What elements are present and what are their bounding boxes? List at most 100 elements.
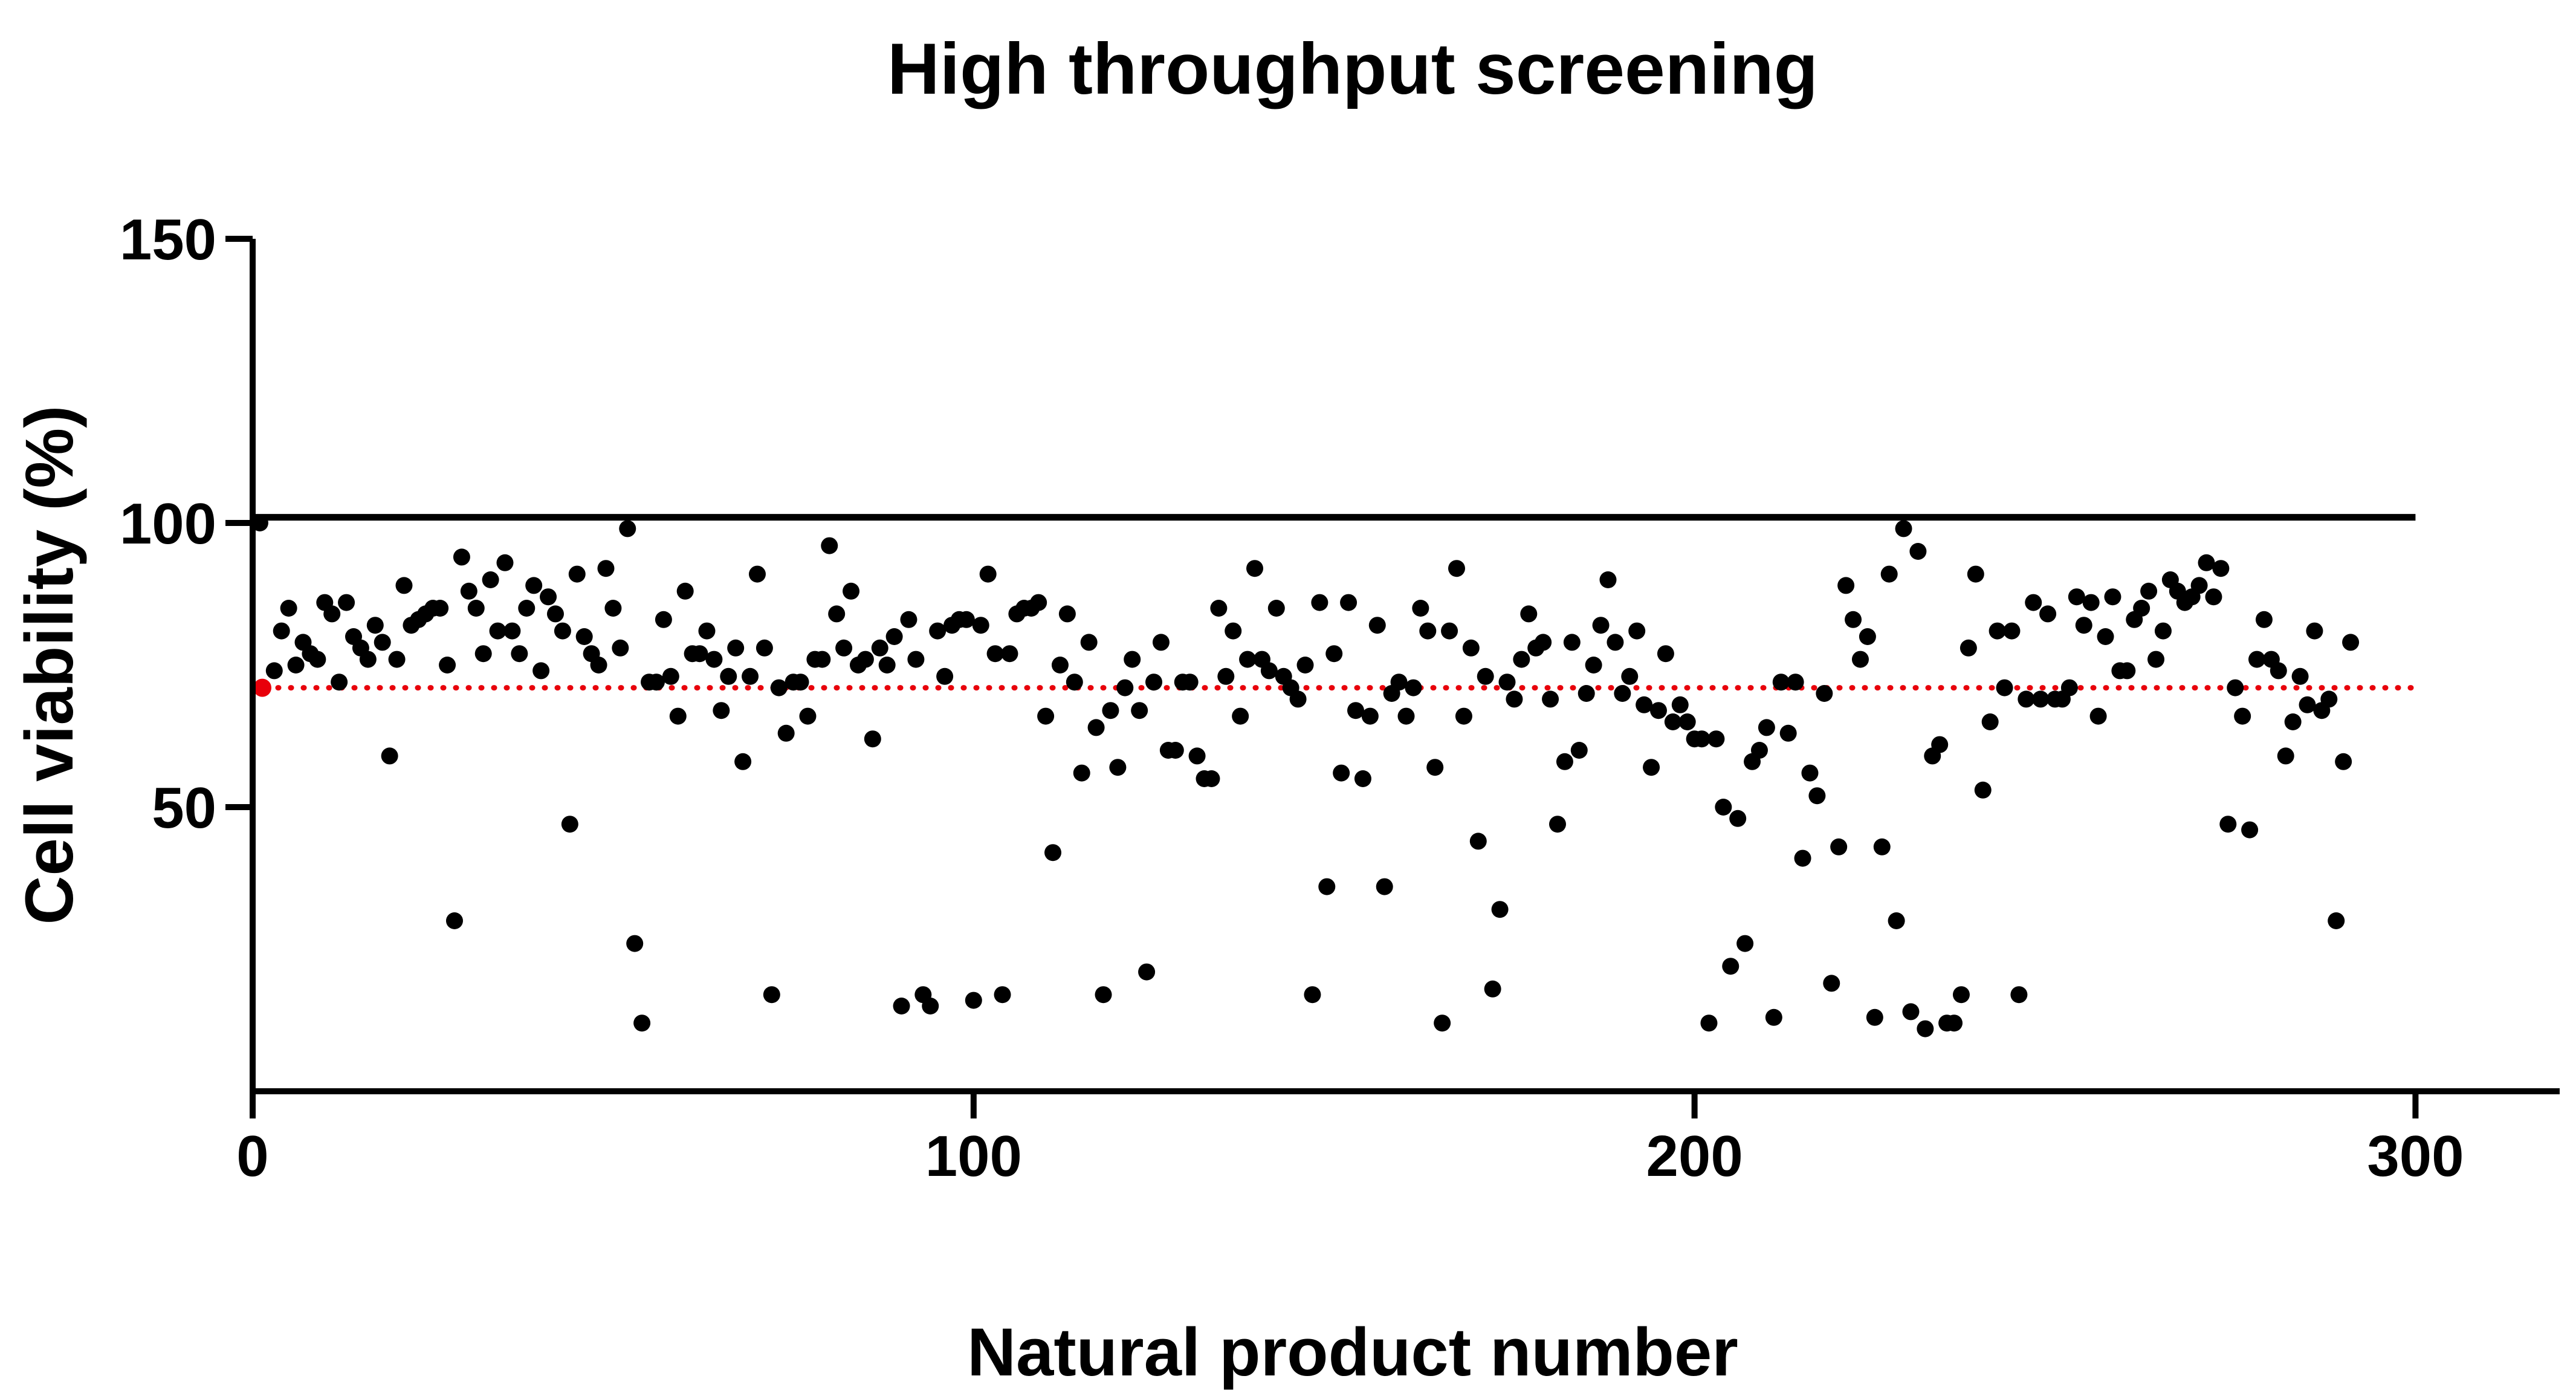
axes: [250, 239, 2560, 1094]
data-point: [1304, 986, 1321, 1004]
y-axis-label: Cell viability (%): [11, 406, 87, 925]
data-point: [1462, 639, 1480, 657]
data-point: [1469, 833, 1487, 850]
data-point: [2039, 605, 2057, 623]
data-point: [1621, 667, 1639, 685]
data-point: [2320, 690, 2338, 708]
data-point: [1167, 742, 1184, 759]
data-point: [489, 622, 506, 640]
data-point: [1946, 1014, 1963, 1032]
data-point: [1866, 1008, 1883, 1026]
data-point: [1311, 594, 1328, 611]
x-tick-label: 200: [1646, 1124, 1743, 1189]
data-point: [1700, 1014, 1718, 1032]
data-point: [467, 600, 485, 617]
data-point: [265, 662, 283, 680]
data-point: [474, 645, 492, 663]
data-point: [1974, 781, 1992, 799]
data-point: [1152, 634, 1170, 651]
data-point: [1058, 605, 1076, 623]
data-point: [1657, 645, 1674, 663]
data-point: [1952, 986, 1970, 1004]
data-point: [1289, 690, 1307, 708]
data-point: [1830, 838, 1848, 855]
data-point: [1095, 986, 1112, 1004]
data-point: [1073, 764, 1090, 782]
data-point: [1837, 577, 1855, 594]
data-point: [1102, 702, 1119, 719]
y-tick-label: 50: [152, 776, 216, 840]
data-point: [878, 657, 896, 674]
data-point: [835, 639, 853, 657]
data-point: [1325, 645, 1343, 663]
data-point: [540, 588, 557, 606]
data-point: [532, 662, 550, 680]
data-point: [828, 605, 846, 623]
data-point: [1895, 520, 1912, 537]
data-point: [388, 651, 406, 668]
data-point: [1607, 634, 1624, 651]
data-point: [1491, 901, 1509, 918]
data-point: [1888, 912, 1905, 929]
data-point: [1296, 657, 1314, 674]
data-point: [1477, 667, 1494, 685]
data-point: [633, 1014, 651, 1032]
data-point: [2025, 594, 2042, 611]
data-point: [1989, 622, 2006, 640]
data-point: [2133, 600, 2150, 617]
data-point: [2082, 594, 2100, 611]
data-point: [1981, 713, 1999, 730]
data-point: [856, 651, 874, 668]
data-point: [957, 611, 975, 628]
data-point: [1260, 662, 1278, 680]
data-point: [1347, 702, 1365, 719]
data-point: [323, 605, 341, 623]
data-point: [713, 702, 730, 719]
data-point: [280, 600, 297, 617]
data-point: [381, 747, 398, 765]
data-point: [1354, 770, 1371, 787]
data-point: [1131, 702, 1148, 719]
data-point: [720, 667, 737, 685]
data-point: [359, 651, 377, 668]
x-tick-label: 0: [236, 1124, 268, 1189]
data-point: [1643, 759, 1660, 776]
data-point: [1412, 600, 1429, 617]
data-point: [1188, 747, 1206, 765]
data-point: [1506, 690, 1523, 708]
data-point: [2147, 651, 2165, 668]
data-point: [1246, 560, 1264, 577]
data-point: [1051, 657, 1069, 674]
data-point: [1397, 707, 1415, 725]
data-point: [2291, 667, 2309, 685]
data-point: [2198, 554, 2215, 571]
x-tick-label: 100: [925, 1124, 1022, 1189]
data-point: [1109, 759, 1127, 776]
data-point: [2190, 577, 2208, 594]
data-point: [2270, 662, 2287, 680]
data-point: [1001, 645, 1018, 663]
data-point: [445, 912, 463, 929]
data-point: [1448, 560, 1465, 577]
data-point: [1232, 707, 1249, 725]
data-point: [1614, 685, 1631, 702]
data-point: [331, 674, 348, 691]
data-point: [647, 674, 665, 691]
data-point: [525, 577, 543, 594]
data-point: [893, 998, 910, 1014]
data-point: [518, 600, 536, 617]
data-point: [1851, 651, 1869, 668]
data-point: [1080, 634, 1098, 651]
data-point: [597, 560, 615, 577]
data-point: [2241, 821, 2259, 839]
data-point: [936, 667, 954, 685]
data-point: [1455, 707, 1472, 725]
data-point: [2284, 713, 2302, 730]
data-points: [251, 514, 2360, 1037]
data-point: [2255, 611, 2273, 628]
data-point: [604, 600, 622, 617]
data-point: [1390, 674, 1408, 691]
data-point: [1138, 963, 1156, 981]
data-point: [1368, 617, 1386, 634]
